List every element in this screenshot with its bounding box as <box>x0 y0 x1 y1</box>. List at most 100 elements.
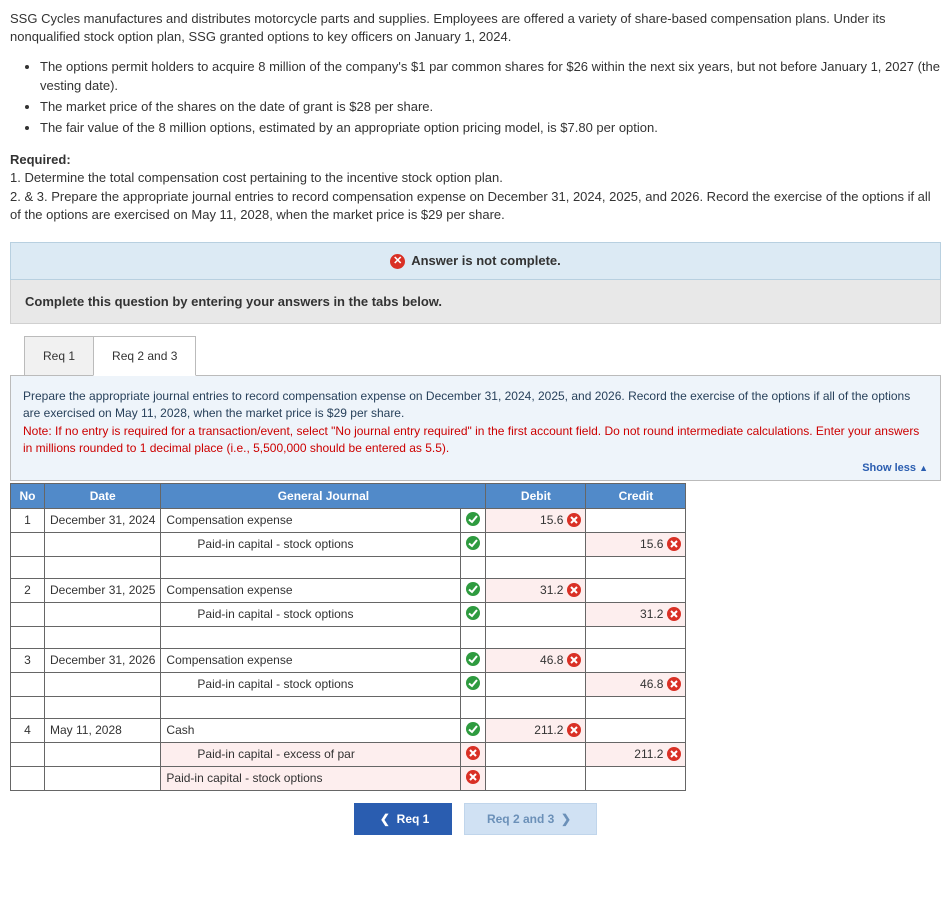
cell-account[interactable]: Paid-in capital - stock options <box>161 532 461 556</box>
x-icon <box>667 607 681 621</box>
cell-no: 3 <box>11 648 45 672</box>
check-icon <box>466 676 480 690</box>
bullet-1: The options permit holders to acquire 8 … <box>40 58 941 94</box>
th-no: No <box>11 483 45 508</box>
cell-mark <box>461 532 486 556</box>
cell-no <box>11 766 45 790</box>
required-label: Required: <box>10 151 941 169</box>
x-icon <box>667 537 681 551</box>
instructions-main: Prepare the appropriate journal entries … <box>23 389 910 420</box>
cell-date[interactable]: December 31, 2025 <box>45 578 161 602</box>
th-date: Date <box>45 483 161 508</box>
cell-credit[interactable]: 15.6 <box>586 532 686 556</box>
prev-button[interactable]: ❮ Req 1 <box>354 803 453 835</box>
cell-debit[interactable]: 46.8 <box>486 648 586 672</box>
cell-mark <box>461 718 486 742</box>
cell-date[interactable] <box>45 602 161 626</box>
cell-account[interactable]: Cash <box>161 718 461 742</box>
th-debit: Debit <box>486 483 586 508</box>
nav-buttons: ❮ Req 1 Req 2 and 3 ❯ <box>10 803 941 835</box>
cell-date[interactable]: December 31, 2024 <box>45 508 161 532</box>
required-2-3: 2. & 3. Prepare the appropriate journal … <box>10 188 941 224</box>
cell-date[interactable] <box>45 532 161 556</box>
cell-account[interactable]: Compensation expense <box>161 648 461 672</box>
check-icon <box>466 722 480 736</box>
cell-debit[interactable]: 211.2 <box>486 718 586 742</box>
cell-account[interactable]: Paid-in capital - stock options <box>161 672 461 696</box>
table-row: Paid-in capital - excess of par 211.2 <box>11 742 686 766</box>
required-1: 1. Determine the total compensation cost… <box>10 169 941 187</box>
table-row: Paid-in capital - stock options 46.8 <box>11 672 686 696</box>
error-icon: ✕ <box>390 254 405 269</box>
cell-debit[interactable] <box>486 742 586 766</box>
cell-date[interactable] <box>45 672 161 696</box>
table-row: Paid-in capital - stock options 31.2 <box>11 602 686 626</box>
table-row: 2December 31, 2025Compensation expense31… <box>11 578 686 602</box>
cell-debit[interactable]: 15.6 <box>486 508 586 532</box>
cell-mark <box>461 648 486 672</box>
cell-mark <box>461 742 486 766</box>
caret-up-icon: ▲ <box>919 463 928 473</box>
cell-credit[interactable]: 46.8 <box>586 672 686 696</box>
journal-table: No Date General Journal Debit Credit 1De… <box>10 483 686 791</box>
check-icon <box>466 536 480 550</box>
cell-mark <box>461 672 486 696</box>
x-icon <box>466 746 480 760</box>
check-icon <box>466 652 480 666</box>
cell-no: 1 <box>11 508 45 532</box>
cell-mark <box>461 602 486 626</box>
cell-date[interactable] <box>45 766 161 790</box>
cell-debit[interactable] <box>486 602 586 626</box>
problem-bullets: The options permit holders to acquire 8 … <box>10 58 941 137</box>
bullet-3: The fair value of the 8 million options,… <box>40 119 941 137</box>
check-icon <box>466 582 480 596</box>
cell-date[interactable]: May 11, 2028 <box>45 718 161 742</box>
cell-no <box>11 672 45 696</box>
cell-no <box>11 602 45 626</box>
cell-account[interactable]: Paid-in capital - excess of par <box>161 742 461 766</box>
table-row: 1December 31, 2024Compensation expense 15… <box>11 508 686 532</box>
th-gj: General Journal <box>161 483 486 508</box>
show-less-label: Show less <box>862 462 916 474</box>
required-section: Required: 1. Determine the total compens… <box>10 151 941 224</box>
x-icon <box>567 653 581 667</box>
cell-account[interactable]: Compensation expense <box>161 508 461 532</box>
x-icon <box>466 770 480 784</box>
instructions-note: Note: If no entry is required for a tran… <box>23 424 919 455</box>
cell-account[interactable]: Paid-in capital - stock options <box>161 602 461 626</box>
answer-incomplete-alert: ✕Answer is not complete. <box>10 242 941 280</box>
cell-credit[interactable]: 31.2 <box>586 602 686 626</box>
cell-account[interactable]: Compensation expense <box>161 578 461 602</box>
cell-credit[interactable] <box>586 578 686 602</box>
cell-account[interactable]: Paid-in capital - stock options <box>161 766 461 790</box>
cell-debit[interactable]: 31.2 <box>486 578 586 602</box>
x-icon <box>567 723 581 737</box>
cell-date[interactable] <box>45 742 161 766</box>
cell-credit[interactable]: 211.2 <box>586 742 686 766</box>
table-row: Paid-in capital - stock options <box>11 766 686 790</box>
cell-debit[interactable] <box>486 672 586 696</box>
table-row: 4May 11, 2028Cash 211.2 <box>11 718 686 742</box>
cell-no: 4 <box>11 718 45 742</box>
show-less-toggle[interactable]: Show less ▲ <box>23 462 928 474</box>
cell-mark <box>461 508 486 532</box>
check-icon <box>466 512 480 526</box>
next-button[interactable]: Req 2 and 3 ❯ <box>464 803 597 835</box>
cell-debit[interactable] <box>486 532 586 556</box>
tab-panel-req2and3: Prepare the appropriate journal entries … <box>10 375 941 481</box>
x-icon <box>567 583 581 597</box>
table-row: 3December 31, 2026Compensation expense 46… <box>11 648 686 672</box>
cell-no <box>11 742 45 766</box>
cell-date[interactable]: December 31, 2026 <box>45 648 161 672</box>
spacer-row <box>11 626 686 648</box>
cell-credit[interactable] <box>586 648 686 672</box>
table-row: Paid-in capital - stock options 15.6 <box>11 532 686 556</box>
tab-req2and3[interactable]: Req 2 and 3 <box>93 336 196 376</box>
cell-credit[interactable] <box>586 508 686 532</box>
bullet-2: The market price of the shares on the da… <box>40 98 941 116</box>
tabs: Req 1 Req 2 and 3 <box>24 336 941 376</box>
tab-req1[interactable]: Req 1 <box>24 336 94 376</box>
cell-debit[interactable] <box>486 766 586 790</box>
cell-credit[interactable] <box>586 718 686 742</box>
cell-credit[interactable] <box>586 766 686 790</box>
